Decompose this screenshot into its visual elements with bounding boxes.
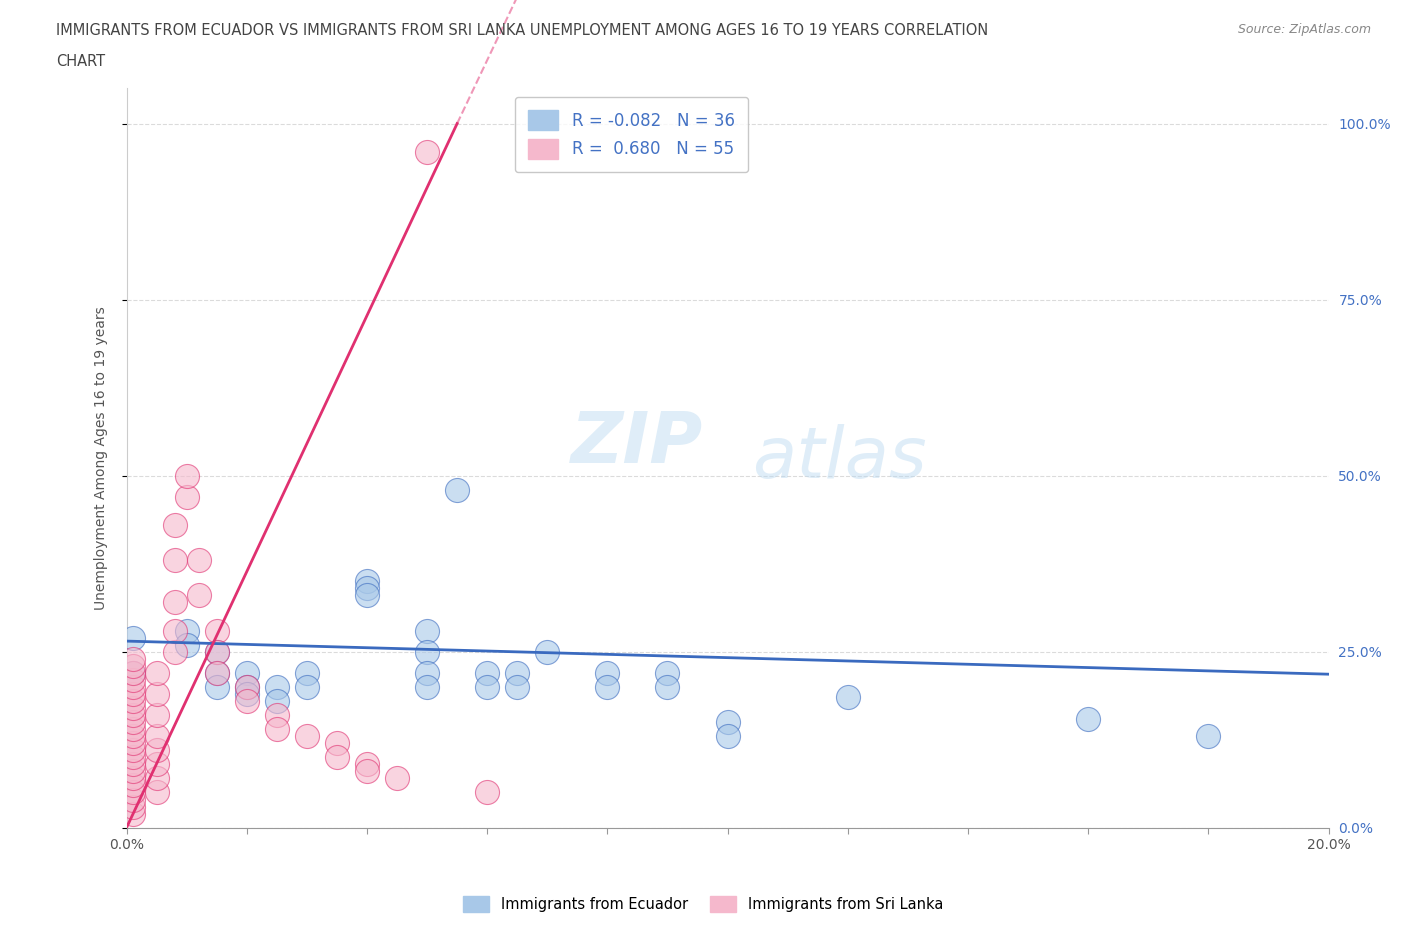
Point [176, 637, 198, 652]
Point [295, 729, 318, 744]
Point [326, 736, 349, 751]
Text: Source: ZipAtlas.com: Source: ZipAtlas.com [1237, 23, 1371, 36]
Point [121, 778, 143, 793]
Point [1077, 711, 1099, 726]
Point [416, 644, 439, 659]
Text: atlas: atlas [752, 423, 927, 493]
Point [475, 680, 498, 695]
Point [235, 665, 259, 680]
Point [657, 665, 679, 680]
Point [163, 595, 186, 610]
Point [205, 623, 228, 638]
Point [716, 729, 740, 744]
Point [121, 757, 143, 772]
Point [187, 588, 209, 603]
Point [176, 468, 198, 483]
Point [837, 690, 859, 705]
Point [295, 665, 318, 680]
Point [121, 658, 143, 673]
Point [596, 680, 619, 695]
Point [145, 771, 167, 786]
Point [121, 736, 143, 751]
Point [121, 708, 143, 723]
Point [145, 729, 167, 744]
Point [121, 792, 143, 807]
Point [536, 644, 558, 659]
Point [416, 144, 439, 159]
Point [506, 680, 529, 695]
Point [205, 665, 228, 680]
Point [266, 680, 288, 695]
Text: ZIP: ZIP [571, 409, 703, 478]
Point [205, 665, 228, 680]
Point [145, 686, 167, 701]
Point [596, 665, 619, 680]
Point [121, 806, 143, 821]
Point [187, 552, 209, 567]
Point [235, 694, 259, 709]
Point [356, 581, 378, 596]
Point [416, 680, 439, 695]
Point [205, 680, 228, 695]
Point [266, 722, 288, 737]
Point [145, 785, 167, 800]
Point [446, 483, 468, 498]
Point [205, 644, 228, 659]
Point [163, 644, 186, 659]
Point [716, 714, 740, 729]
Point [163, 552, 186, 567]
Point [121, 651, 143, 666]
Point [475, 665, 498, 680]
Point [205, 644, 228, 659]
Point [121, 722, 143, 737]
Point [145, 743, 167, 758]
Point [266, 708, 288, 723]
Point [475, 785, 498, 800]
Point [145, 665, 167, 680]
Point [145, 708, 167, 723]
Point [121, 743, 143, 758]
Point [145, 757, 167, 772]
Point [356, 574, 378, 589]
Point [121, 764, 143, 778]
Point [176, 489, 198, 504]
Point [163, 517, 186, 532]
Point [121, 785, 143, 800]
Point [356, 757, 378, 772]
Point [385, 771, 408, 786]
Point [1197, 729, 1219, 744]
Point [121, 665, 143, 680]
Point [416, 623, 439, 638]
Point [121, 771, 143, 786]
Point [121, 799, 143, 814]
Point [121, 714, 143, 729]
Point [295, 680, 318, 695]
Point [121, 686, 143, 701]
Point [163, 623, 186, 638]
Point [266, 694, 288, 709]
Point [235, 680, 259, 695]
Point [176, 623, 198, 638]
Legend: Immigrants from Ecuador, Immigrants from Sri Lanka: Immigrants from Ecuador, Immigrants from… [457, 891, 949, 918]
Point [356, 588, 378, 603]
Legend: R = -0.082   N = 36, R =  0.680   N = 55: R = -0.082 N = 36, R = 0.680 N = 55 [515, 97, 748, 172]
Point [121, 694, 143, 709]
Point [121, 750, 143, 764]
Point [121, 631, 143, 645]
Point [506, 665, 529, 680]
Point [657, 680, 679, 695]
Point [235, 680, 259, 695]
Text: CHART: CHART [56, 54, 105, 69]
Point [356, 764, 378, 778]
Point [121, 672, 143, 687]
Point [121, 680, 143, 695]
Point [235, 686, 259, 701]
Point [121, 665, 143, 680]
Point [121, 700, 143, 715]
Y-axis label: Unemployment Among Ages 16 to 19 years: Unemployment Among Ages 16 to 19 years [94, 306, 108, 610]
Point [416, 665, 439, 680]
Text: IMMIGRANTS FROM ECUADOR VS IMMIGRANTS FROM SRI LANKA UNEMPLOYMENT AMONG AGES 16 : IMMIGRANTS FROM ECUADOR VS IMMIGRANTS FR… [56, 23, 988, 38]
Point [326, 750, 349, 764]
Point [121, 729, 143, 744]
